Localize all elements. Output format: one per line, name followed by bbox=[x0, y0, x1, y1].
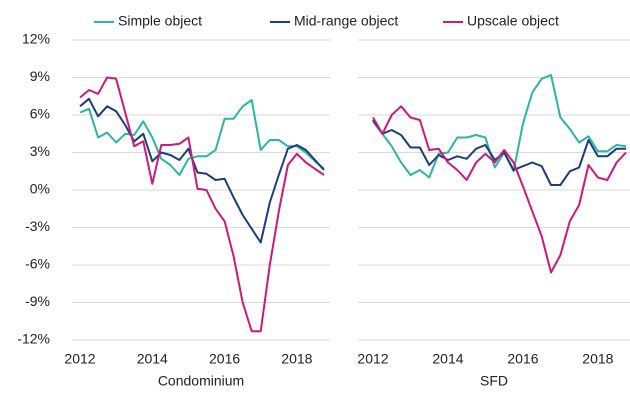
x-tick-label: 2014 bbox=[137, 351, 168, 367]
x-tick-label: 2018 bbox=[281, 351, 312, 367]
y-tick-label: -6% bbox=[25, 256, 50, 272]
y-tick-label: 6% bbox=[30, 106, 50, 122]
x-tick-label: 2012 bbox=[64, 351, 95, 367]
series-line bbox=[372, 74, 627, 179]
series-line bbox=[79, 97, 325, 244]
legend-label: Mid-range object bbox=[294, 13, 398, 29]
x-tick-label: 2014 bbox=[432, 351, 463, 367]
series-line bbox=[79, 76, 325, 333]
x-tick-label: 2012 bbox=[357, 351, 388, 367]
y-tick-label: 9% bbox=[30, 68, 50, 84]
y-tick-label: 12% bbox=[22, 31, 50, 47]
legend-label: Simple object bbox=[118, 13, 202, 29]
x-tick-label: 2018 bbox=[582, 351, 613, 367]
x-tick-label: 2016 bbox=[209, 351, 240, 367]
panel-label: Condominium bbox=[158, 373, 244, 389]
y-tick-label: -12% bbox=[17, 331, 50, 347]
y-tick-label: -9% bbox=[25, 293, 50, 309]
y-tick-label: 3% bbox=[30, 143, 50, 159]
y-tick-label: 0% bbox=[30, 181, 50, 197]
y-tick-label: -3% bbox=[25, 218, 50, 234]
x-tick-label: 2016 bbox=[507, 351, 538, 367]
series-line bbox=[79, 99, 325, 176]
legend-label: Upscale object bbox=[467, 13, 559, 29]
panel-label: SFD bbox=[480, 373, 508, 389]
series-line bbox=[372, 105, 627, 274]
